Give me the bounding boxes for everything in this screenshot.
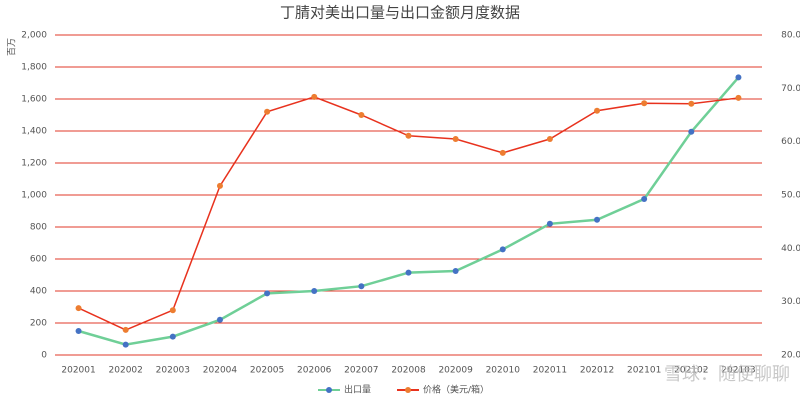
data-point <box>75 305 82 312</box>
data-point <box>641 196 648 202</box>
x-tick-label: 202101 <box>627 366 661 376</box>
data-point <box>264 290 271 297</box>
y-tick-label: 1,600 <box>21 95 47 105</box>
data-point <box>735 74 742 81</box>
y2-tick-label: 50.00 <box>781 191 800 201</box>
data-point <box>405 132 412 139</box>
data-point <box>358 283 365 290</box>
y-axis-label: 百万 <box>7 38 18 56</box>
x-tick-label: 202011 <box>533 366 567 376</box>
x-tick-label: 202103 <box>721 366 755 376</box>
legend-marker <box>326 387 332 393</box>
x-tick-label: 202003 <box>156 366 190 376</box>
data-point <box>405 269 412 276</box>
x-tick-label: 202001 <box>61 366 95 376</box>
y2-tick-label: 40.00 <box>781 244 800 254</box>
data-point <box>452 268 459 274</box>
y-tick-label: 1,800 <box>21 63 47 73</box>
y-tick-label: 600 <box>30 255 47 265</box>
data-point <box>358 112 365 118</box>
data-point <box>216 182 223 189</box>
data-point <box>216 316 223 323</box>
series-line <box>78 76 740 346</box>
data-point <box>122 341 129 348</box>
watermark: 雪球：随便聊聊 <box>664 364 790 385</box>
y2-tick-label: 80.00 <box>781 31 800 41</box>
legend-label: 价格（美元/箱） <box>423 384 489 396</box>
y-tick-label: 200 <box>30 319 47 329</box>
data-point <box>688 128 695 135</box>
y2-tick-label: 70.00 <box>781 84 800 94</box>
y-tick-label: 2,000 <box>21 31 47 41</box>
x-tick-label: 202010 <box>486 366 521 376</box>
y2-tick-label: 60.00 <box>781 137 800 147</box>
x-tick-label: 202006 <box>297 366 332 376</box>
data-point <box>452 136 459 142</box>
data-point <box>546 220 553 227</box>
data-point <box>169 307 176 314</box>
chart-title: 丁腈对美出口量与出口金额月度数据 <box>280 4 520 22</box>
legend-label: 出口量 <box>344 384 371 396</box>
data-point <box>594 216 601 223</box>
y-tick-label: 400 <box>30 287 47 297</box>
legend-marker <box>405 387 412 393</box>
data-point <box>311 288 318 294</box>
x-tick-label: 202008 <box>391 366 426 376</box>
x-tick-label: 202004 <box>203 366 238 376</box>
data-point <box>641 100 648 107</box>
data-point <box>499 246 506 253</box>
y2-tick-label: 30.00 <box>781 297 800 307</box>
data-point <box>311 93 318 100</box>
data-point <box>688 100 695 107</box>
y-tick-label: 1,400 <box>21 127 47 137</box>
y-tick-label: 1,200 <box>21 159 47 169</box>
data-point <box>735 94 742 101</box>
data-point <box>75 328 82 334</box>
y-tick-label: 800 <box>30 223 47 233</box>
x-tick-label: 202012 <box>580 366 614 376</box>
x-tick-label: 202007 <box>344 366 378 376</box>
data-point <box>122 326 129 333</box>
data-point <box>169 333 176 340</box>
data-point <box>594 107 601 114</box>
x-tick-label: 202009 <box>438 366 473 376</box>
data-point <box>546 136 553 142</box>
x-tick-label: 202002 <box>109 366 143 376</box>
y2-tick-label: 20.00 <box>781 351 800 361</box>
data-point <box>499 149 506 156</box>
x-tick-label: 202005 <box>250 366 284 376</box>
series-line <box>78 96 739 331</box>
y-tick-label: 1,000 <box>21 191 47 201</box>
data-point <box>264 108 271 115</box>
x-tick-label: 202102 <box>674 366 708 376</box>
y-tick-label: 0 <box>41 351 47 361</box>
